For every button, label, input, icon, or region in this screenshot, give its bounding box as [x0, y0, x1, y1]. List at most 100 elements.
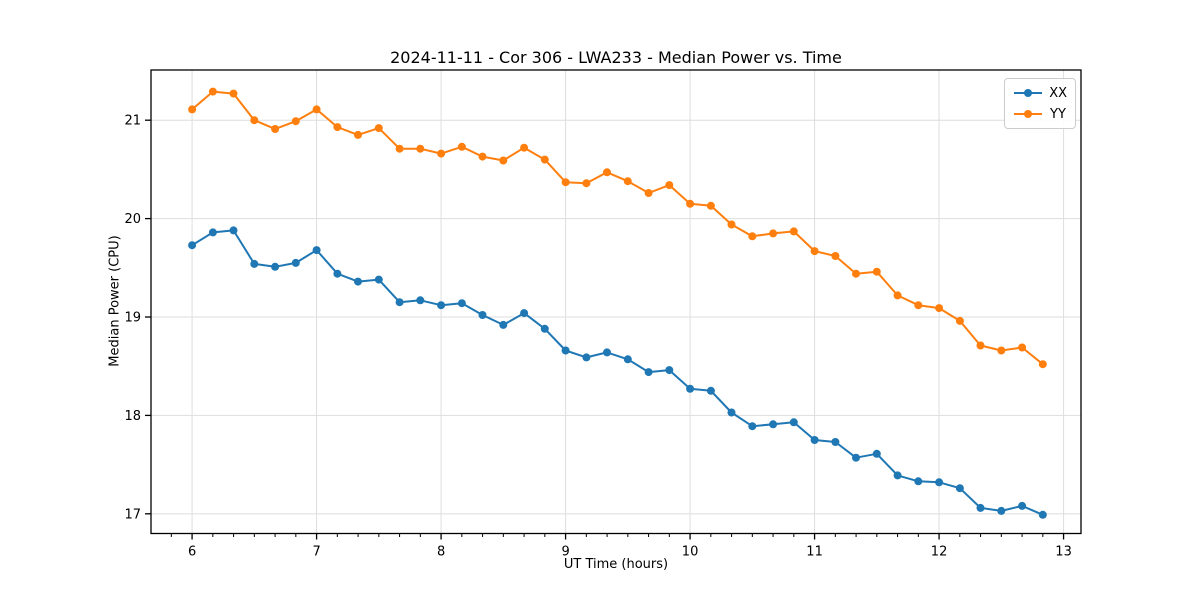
data-point-XX [312, 246, 321, 255]
data-point-YY [395, 144, 404, 153]
data-point-XX [561, 346, 570, 355]
data-point-YY [872, 267, 881, 276]
data-point-YY [582, 179, 591, 188]
data-point-XX [499, 320, 508, 329]
data-point-XX [582, 353, 591, 362]
data-point-YY [250, 116, 259, 125]
data-point-XX [686, 384, 695, 393]
legend-marker-icon [1014, 110, 1042, 118]
data-point-XX [188, 241, 197, 250]
y-tick-label: 20 [124, 212, 141, 227]
data-point-XX [603, 348, 611, 357]
data-point-YY [561, 178, 570, 187]
data-point-YY [644, 189, 653, 197]
data-point-YY [540, 155, 549, 164]
x-tick-label: 8 [437, 545, 445, 560]
data-point-YY [312, 105, 321, 114]
series-line-XX [191, 229, 1044, 516]
data-point-XX [914, 477, 923, 486]
data-point-YY [188, 105, 197, 114]
data-point-XX [250, 259, 259, 268]
x-tick-label: 12 [931, 545, 948, 560]
data-point-YY [1038, 360, 1047, 369]
data-point-XX [831, 438, 840, 446]
legend-label: YY [1050, 106, 1066, 122]
data-point-XX [271, 262, 280, 271]
data-point-YY [914, 301, 923, 310]
data-point-YY [748, 232, 757, 241]
legend: XX YY [1004, 78, 1076, 129]
data-point-YY [665, 181, 674, 190]
x-tick-label: 10 [682, 545, 699, 560]
data-point-YY [769, 229, 778, 238]
data-point-YY [852, 269, 860, 278]
x-tick-label: 6 [188, 545, 196, 560]
data-point-YY [499, 156, 508, 165]
data-point-XX [457, 299, 466, 308]
chart-title: 2024-11-11 - Cor 306 - LWA233 - Median P… [390, 48, 842, 67]
data-point-XX [789, 418, 798, 427]
data-point-XX [997, 506, 1006, 515]
legend-marker-icon [1014, 89, 1042, 97]
data-point-YY [935, 304, 944, 313]
data-point-YY [416, 144, 425, 153]
legend-entry-YY: YY [1013, 105, 1067, 123]
data-point-XX [437, 301, 446, 310]
data-point-YY [437, 149, 446, 158]
data-point-XX [1038, 510, 1047, 519]
data-point-YY [354, 130, 362, 139]
data-point-XX [540, 324, 549, 333]
y-axis-label: Median Power (CPU) [107, 235, 123, 367]
x-axis-label: UT Time (hours) [563, 557, 669, 572]
data-point-YY [706, 201, 715, 210]
data-point-YY [997, 346, 1006, 355]
data-point-XX [976, 503, 985, 512]
data-point-XX [291, 258, 300, 267]
data-point-YY [831, 252, 840, 260]
data-point-XX [395, 298, 404, 307]
data-point-YY [520, 143, 529, 152]
data-point-XX [935, 478, 944, 487]
data-point-YY [727, 220, 736, 229]
data-point-YY [208, 87, 217, 96]
data-point-YY [686, 199, 695, 208]
data-point-XX [852, 453, 860, 462]
data-point-XX [644, 368, 653, 377]
data-point-XX [208, 228, 217, 237]
data-point-YY [478, 152, 487, 161]
data-point-YY [789, 227, 798, 236]
data-point-YY [291, 117, 300, 126]
data-point-YY [955, 316, 964, 325]
data-point-YY [229, 89, 238, 98]
data-point-XX [810, 436, 819, 444]
data-point-YY [457, 142, 466, 151]
y-tick-label: 18 [124, 409, 141, 424]
data-point-XX [374, 275, 383, 284]
legend-label: XX [1049, 85, 1067, 101]
y-tick-label: 19 [124, 311, 141, 326]
data-point-YY [810, 247, 819, 256]
y-tick-label: 17 [124, 507, 141, 522]
x-tick-label: 11 [806, 545, 823, 560]
x-tick-label: 7 [312, 545, 320, 560]
data-point-XX [955, 484, 964, 493]
data-point-XX [769, 420, 778, 429]
x-tick-label: 9 [561, 545, 569, 560]
data-point-XX [893, 471, 902, 480]
data-point-XX [229, 226, 238, 235]
y-tick-label: 21 [124, 114, 141, 129]
data-point-XX [354, 277, 362, 286]
data-point-XX [706, 386, 715, 395]
data-point-YY [1018, 343, 1027, 352]
data-point-YY [893, 291, 902, 300]
data-point-YY [976, 341, 985, 350]
data-point-XX [748, 422, 757, 431]
legend-entry-XX: XX [1013, 84, 1067, 102]
data-point-XX [623, 355, 632, 364]
data-point-XX [416, 296, 425, 305]
data-point-XX [520, 309, 529, 318]
plot-border [150, 69, 1082, 535]
data-point-YY [623, 177, 632, 186]
